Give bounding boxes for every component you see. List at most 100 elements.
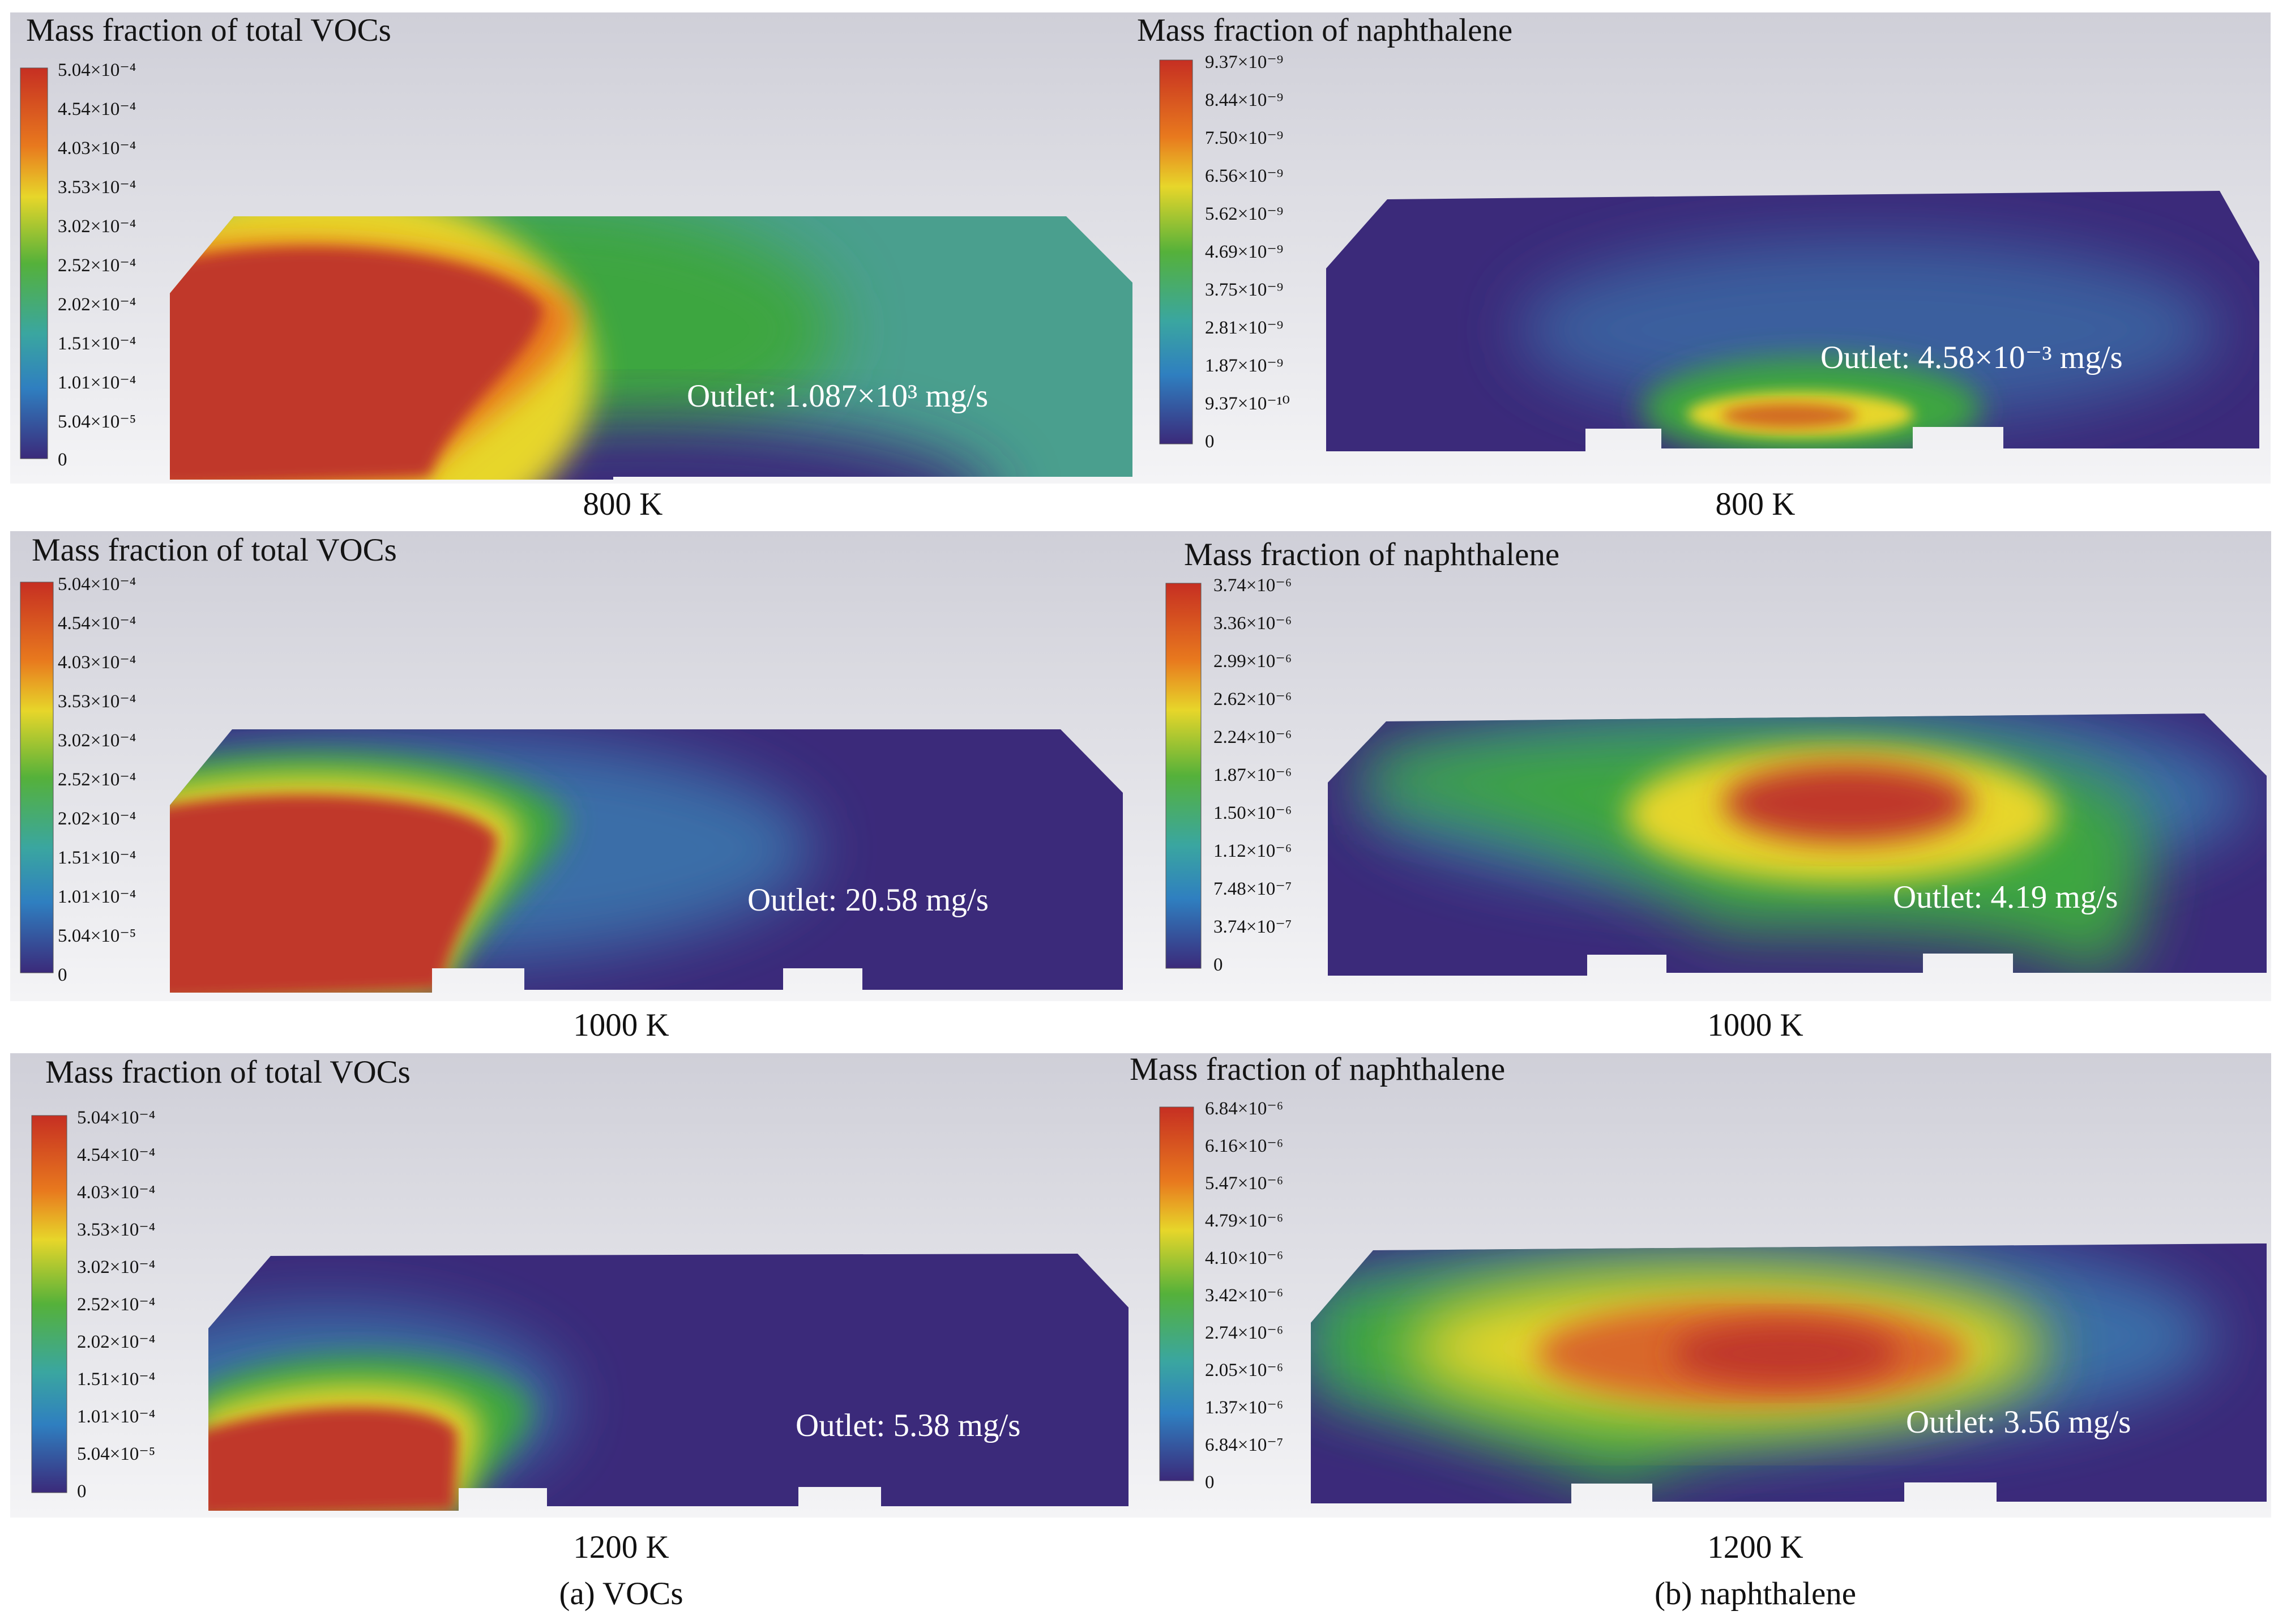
outlet-label: Outlet: 4.58×10⁻³ mg/s [1820, 340, 2123, 375]
legend-tick: 5.04×10⁻⁵ [58, 412, 136, 432]
outlet-label: Outlet: 4.19 mg/s [1893, 879, 2118, 915]
temperature-label: 800 K [583, 486, 663, 522]
legend-tick: 3.74×10⁻⁶ [1213, 575, 1292, 596]
legend-tick: 0 [1213, 955, 1223, 975]
outlet-label: Outlet: 5.38 mg/s [796, 1408, 1020, 1443]
legend-tick: 5.04×10⁻⁵ [58, 926, 136, 946]
temperature-label: 1200 K [1707, 1529, 1803, 1565]
outlet-label: Outlet: 3.56 mg/s [1906, 1404, 2131, 1440]
color-legend: 9.37×10⁻⁹ 8.44×10⁻⁹ 7.50×10⁻⁹ 6.56×10⁻⁹ … [1159, 52, 1290, 452]
legend-tick: 1.37×10⁻⁶ [1205, 1398, 1283, 1418]
legend-tick: 3.42×10⁻⁶ [1205, 1285, 1283, 1306]
color-legend: 6.84×10⁻⁶ 6.16×10⁻⁶ 5.47×10⁻⁶ 4.79×10⁻⁶ … [1159, 1099, 1283, 1493]
legend-tick: 1.51×10⁻⁴ [58, 848, 136, 868]
outlet-label: Outlet: 20.58 mg/s [747, 882, 989, 918]
legend-tick: 0 [1205, 431, 1215, 452]
legend-tick: 9.37×10⁻¹⁰ [1205, 394, 1290, 414]
legend-tick: 0 [1205, 1472, 1215, 1493]
contour-field [1328, 713, 2267, 976]
legend-tick: 2.02×10⁻⁴ [58, 809, 136, 829]
legend-tick: 0 [58, 450, 67, 470]
legend-tick: 1.01×10⁻⁴ [58, 373, 136, 393]
temperature-label: 800 K [1715, 486, 1796, 522]
legend-tick: 2.02×10⁻⁴ [58, 294, 136, 315]
legend-tick: 3.75×10⁻⁹ [1205, 280, 1283, 300]
legend-tick: 2.02×10⁻⁴ [77, 1332, 155, 1352]
panel-vocs-800k: Mass fraction of total VOCs 5.04×10⁻⁴ 4.… [10, 12, 1137, 484]
panel-title: Mass fraction of total VOCs [45, 1054, 411, 1090]
color-legend: 5.04×10⁻⁴ 4.54×10⁻⁴ 4.03×10⁻⁴ 3.53×10⁻⁴ … [20, 574, 136, 985]
legend-tick: 2.62×10⁻⁶ [1213, 689, 1292, 710]
legend-tick: 4.69×10⁻⁹ [1205, 242, 1283, 262]
legend-tick: 5.04×10⁻⁴ [77, 1108, 155, 1128]
panel-vocs-1200k: Mass fraction of total VOCs 5.04×10⁻⁴ 4.… [10, 1053, 1142, 1518]
panel-title: Mass fraction of total VOCs [32, 532, 397, 568]
legend-tick: 6.84×10⁻⁶ [1205, 1099, 1283, 1119]
legend-tick: 4.10×10⁻⁶ [1205, 1248, 1283, 1268]
legend-tick: 3.02×10⁻⁴ [58, 216, 136, 237]
legend-tick: 4.54×10⁻⁴ [77, 1145, 155, 1165]
legend-tick: 4.54×10⁻⁴ [58, 99, 136, 119]
outlet-label: Outlet: 1.087×10³ mg/s [687, 378, 988, 414]
legend-tick: 2.74×10⁻⁶ [1205, 1323, 1283, 1343]
legend-tick: 1.12×10⁻⁶ [1213, 841, 1292, 861]
legend-tick: 3.53×10⁻⁴ [58, 177, 136, 198]
legend-tick: 8.44×10⁻⁹ [1205, 90, 1283, 110]
legend-tick: 4.03×10⁻⁴ [77, 1182, 155, 1203]
legend-tick: 1.51×10⁻⁴ [58, 334, 136, 354]
legend-tick: 2.99×10⁻⁶ [1213, 651, 1292, 672]
legend-tick: 5.04×10⁻⁵ [77, 1444, 155, 1464]
temperature-label: 1000 K [573, 1007, 669, 1043]
legend-tick: 3.53×10⁻⁴ [58, 691, 136, 712]
legend-tick: 6.84×10⁻⁷ [1205, 1435, 1283, 1455]
color-legend: 3.74×10⁻⁶ 3.36×10⁻⁶ 2.99×10⁻⁶ 2.62×10⁻⁶ … [1165, 575, 1292, 975]
legend-tick: 4.03×10⁻⁴ [58, 652, 136, 673]
legend-tick: 1.01×10⁻⁴ [77, 1407, 155, 1427]
panel-title: Mass fraction of naphthalene [1130, 1053, 1505, 1087]
color-legend: 5.04×10⁻⁴ 4.54×10⁻⁴ 4.03×10⁻⁴ 3.53×10⁻⁴ … [20, 60, 136, 470]
legend-tick: 1.01×10⁻⁴ [58, 887, 136, 907]
legend-tick: 5.62×10⁻⁹ [1205, 204, 1283, 224]
caption-naphthalene: (b) naphthalene [1654, 1576, 1857, 1612]
contour-field [1326, 191, 2259, 451]
color-legend: 5.04×10⁻⁴ 4.54×10⁻⁴ 4.03×10⁻⁴ 3.53×10⁻⁴ … [31, 1108, 155, 1502]
legend-tick: 4.03×10⁻⁴ [58, 138, 136, 159]
temperature-label: 1200 K [573, 1529, 669, 1565]
legend-tick: 6.56×10⁻⁹ [1205, 166, 1283, 186]
legend-tick: 1.87×10⁻⁶ [1213, 765, 1292, 785]
legend-tick: 5.47×10⁻⁶ [1205, 1173, 1283, 1194]
legend-tick: 2.52×10⁻⁴ [58, 770, 136, 790]
legend-tick: 3.02×10⁻⁴ [58, 730, 136, 751]
legend-tick: 4.54×10⁻⁴ [58, 613, 136, 634]
legend-tick: 2.52×10⁻⁴ [77, 1294, 155, 1315]
panel-title: Mass fraction of total VOCs [26, 12, 391, 48]
legend-tick: 3.74×10⁻⁷ [1213, 917, 1292, 937]
panel-naphthalene-800k: Mass fraction of naphthalene 9.37×10⁻⁹ 8… [1132, 12, 2271, 484]
legend-tick: 1.87×10⁻⁹ [1205, 356, 1283, 376]
panel-title: Mass fraction of naphthalene [1137, 12, 1512, 48]
temperature-label: 1000 K [1707, 1007, 1803, 1043]
legend-tick: 3.02×10⁻⁴ [77, 1257, 155, 1277]
legend-tick: 5.04×10⁻⁴ [58, 60, 136, 80]
panel-vocs-1000k: Mass fraction of total VOCs 5.04×10⁻⁴ 4.… [10, 531, 1129, 1001]
legend-tick: 5.04×10⁻⁴ [58, 574, 136, 595]
panel-naphthalene-1000k: Mass fraction of naphthalene 3.74×10⁻⁶ 3… [1129, 531, 2271, 1001]
legend-tick: 6.16×10⁻⁶ [1205, 1136, 1283, 1156]
caption-vocs: (a) VOCs [559, 1576, 683, 1612]
legend-tick: 4.79×10⁻⁶ [1205, 1211, 1283, 1231]
contour-field [170, 216, 1134, 480]
legend-tick: 7.50×10⁻⁹ [1205, 128, 1283, 148]
contour-field [170, 729, 1123, 993]
panel-naphthalene-1200k: Mass fraction of naphthalene 6.84×10⁻⁶ 6… [1129, 1053, 2271, 1518]
legend-tick: 2.05×10⁻⁶ [1205, 1360, 1283, 1381]
legend-tick: 1.51×10⁻⁴ [77, 1369, 155, 1390]
legend-tick: 9.37×10⁻⁹ [1205, 52, 1283, 72]
legend-tick: 7.48×10⁻⁷ [1213, 879, 1292, 899]
legend-tick: 1.50×10⁻⁶ [1213, 803, 1292, 823]
contour-field [1311, 1243, 2267, 1503]
legend-tick: 3.36×10⁻⁶ [1213, 613, 1292, 634]
legend-tick: 0 [58, 965, 67, 985]
legend-tick: 2.81×10⁻⁹ [1205, 318, 1283, 338]
legend-tick: 2.24×10⁻⁶ [1213, 727, 1292, 747]
legend-tick: 3.53×10⁻⁴ [77, 1220, 155, 1240]
